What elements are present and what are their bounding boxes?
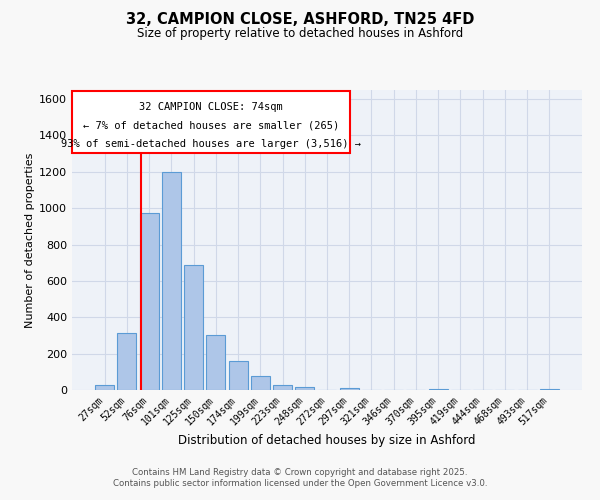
Text: 32, CAMPION CLOSE, ASHFORD, TN25 4FD: 32, CAMPION CLOSE, ASHFORD, TN25 4FD: [126, 12, 474, 28]
Text: Contains HM Land Registry data © Crown copyright and database right 2025.
Contai: Contains HM Land Registry data © Crown c…: [113, 468, 487, 487]
Bar: [229, 361, 248, 390]
Text: ← 7% of detached houses are smaller (265): ← 7% of detached houses are smaller (265…: [83, 120, 339, 130]
Bar: [140, 212, 158, 390]
Bar: [118, 332, 136, 390]
Bar: [162, 172, 181, 390]
X-axis label: Distribution of detached houses by size in Ashford: Distribution of detached houses by size …: [178, 434, 476, 447]
Bar: [184, 264, 203, 390]
Text: 93% of semi-detached houses are larger (3,516) →: 93% of semi-detached houses are larger (…: [61, 139, 361, 149]
FancyBboxPatch shape: [72, 92, 350, 153]
Bar: [206, 334, 225, 390]
Bar: [95, 386, 114, 390]
Bar: [295, 388, 314, 390]
Bar: [273, 386, 292, 390]
Bar: [429, 389, 448, 390]
Y-axis label: Number of detached properties: Number of detached properties: [25, 152, 35, 328]
Bar: [251, 376, 270, 390]
Bar: [540, 389, 559, 390]
Bar: [340, 388, 359, 390]
Text: 32 CAMPION CLOSE: 74sqm: 32 CAMPION CLOSE: 74sqm: [139, 102, 283, 112]
Text: Size of property relative to detached houses in Ashford: Size of property relative to detached ho…: [137, 28, 463, 40]
